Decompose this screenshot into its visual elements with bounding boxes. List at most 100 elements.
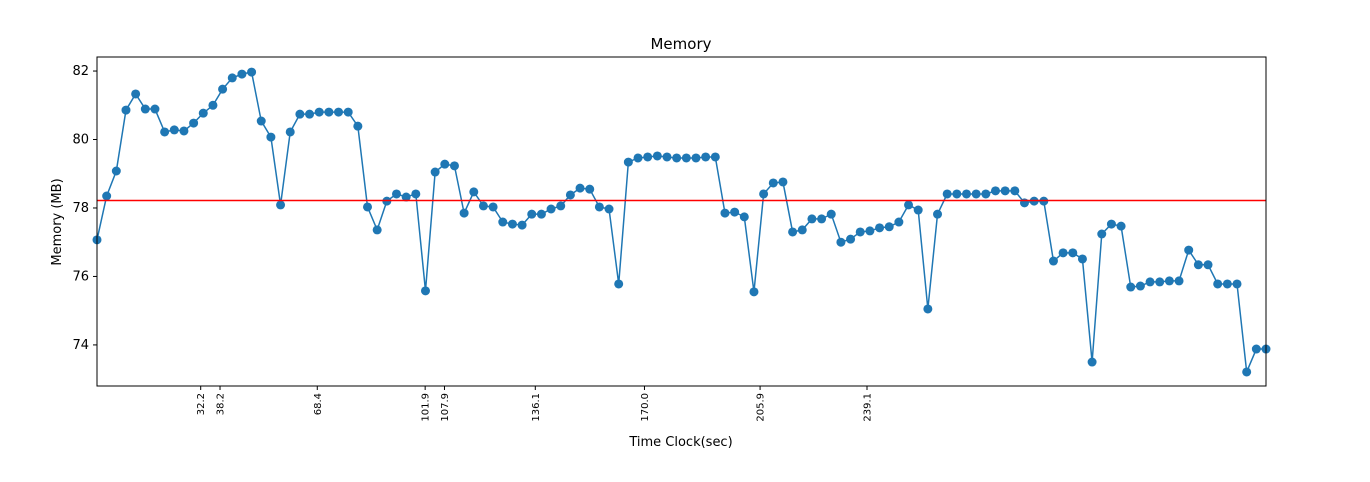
data-point — [720, 208, 730, 218]
data-point — [962, 189, 972, 199]
data-point — [314, 107, 324, 117]
data-point — [440, 159, 450, 169]
y-tick-label: 80 — [72, 133, 89, 148]
data-point — [846, 234, 856, 244]
data-point — [1126, 282, 1136, 292]
data-point — [855, 227, 865, 237]
data-point — [865, 226, 875, 236]
data-point — [536, 209, 546, 219]
data-point — [913, 205, 923, 215]
data-point — [923, 304, 933, 314]
data-point — [334, 107, 344, 117]
data-point — [662, 152, 672, 162]
data-point — [894, 217, 904, 227]
data-point — [121, 105, 131, 115]
data-point — [411, 189, 421, 199]
data-point — [739, 212, 749, 222]
data-point — [1019, 198, 1029, 208]
data-point — [449, 161, 459, 171]
data-point — [1184, 245, 1194, 255]
data-point — [401, 192, 411, 202]
data-point — [1135, 281, 1145, 291]
x-tick-label: 68.4 — [313, 393, 324, 415]
data-point — [546, 204, 556, 214]
x-tick-label: 107.9 — [440, 393, 451, 422]
data-point — [1058, 248, 1068, 258]
data-point — [575, 183, 585, 193]
data-point — [1087, 357, 1097, 367]
data-point — [585, 184, 595, 194]
data-point — [759, 189, 769, 199]
data-point — [817, 214, 827, 224]
data-point — [169, 125, 179, 135]
data-point — [1174, 276, 1184, 286]
data-point — [198, 108, 208, 118]
data-point — [218, 84, 228, 94]
data-point — [478, 201, 488, 211]
x-tick-label: 170.0 — [640, 393, 651, 422]
data-point — [189, 118, 199, 128]
data-point — [150, 104, 160, 114]
y-tick-label: 74 — [72, 338, 89, 353]
data-point — [1116, 221, 1126, 231]
data-point — [1222, 279, 1232, 289]
data-point — [1145, 277, 1155, 287]
data-point — [836, 237, 846, 247]
data-point — [420, 286, 430, 296]
data-point — [681, 153, 691, 163]
chart-title: Memory — [650, 35, 711, 53]
data-point — [1164, 276, 1174, 286]
data-point — [363, 202, 373, 212]
x-tick-label: 38.2 — [216, 393, 227, 415]
data-point — [1242, 367, 1252, 377]
data-point — [1232, 279, 1242, 289]
data-point — [1193, 260, 1203, 270]
data-point — [459, 208, 469, 218]
data-point — [131, 89, 141, 99]
data-point — [749, 287, 759, 297]
y-tick-label: 78 — [72, 201, 89, 216]
data-point — [1097, 229, 1107, 239]
data-point — [343, 107, 353, 117]
data-point — [788, 227, 798, 237]
data-point — [1010, 186, 1020, 196]
data-point — [565, 190, 575, 200]
data-point — [1213, 279, 1223, 289]
data-point — [807, 214, 817, 224]
x-axis-label: Time Clock(sec) — [628, 435, 732, 450]
data-point — [324, 107, 334, 117]
data-point — [614, 279, 624, 289]
y-axis-label: Memory (MB) — [50, 178, 65, 265]
data-point — [527, 209, 537, 219]
data-point — [1000, 186, 1010, 196]
data-point — [710, 152, 720, 162]
data-point — [285, 127, 295, 137]
data-point — [1203, 260, 1213, 270]
data-point — [990, 186, 1000, 196]
y-tick-label: 82 — [72, 64, 89, 79]
data-point — [111, 166, 121, 176]
x-tick-label: 239.1 — [862, 393, 873, 422]
data-point — [498, 217, 508, 227]
data-point — [160, 127, 170, 137]
data-point — [981, 189, 991, 199]
data-point — [1048, 256, 1058, 266]
data-point — [430, 167, 440, 177]
data-point — [1106, 219, 1116, 229]
data-point — [266, 132, 276, 142]
data-point — [227, 73, 237, 83]
data-point — [904, 200, 914, 210]
data-point — [353, 121, 363, 131]
data-point — [971, 189, 981, 199]
data-point — [295, 109, 305, 119]
data-point — [1155, 277, 1165, 287]
data-point — [1077, 254, 1087, 264]
data-point — [884, 222, 894, 232]
data-point — [672, 153, 682, 163]
data-point — [797, 225, 807, 235]
data-point — [768, 178, 778, 188]
data-point — [237, 69, 247, 79]
data-point — [730, 207, 740, 217]
data-point — [623, 157, 633, 167]
